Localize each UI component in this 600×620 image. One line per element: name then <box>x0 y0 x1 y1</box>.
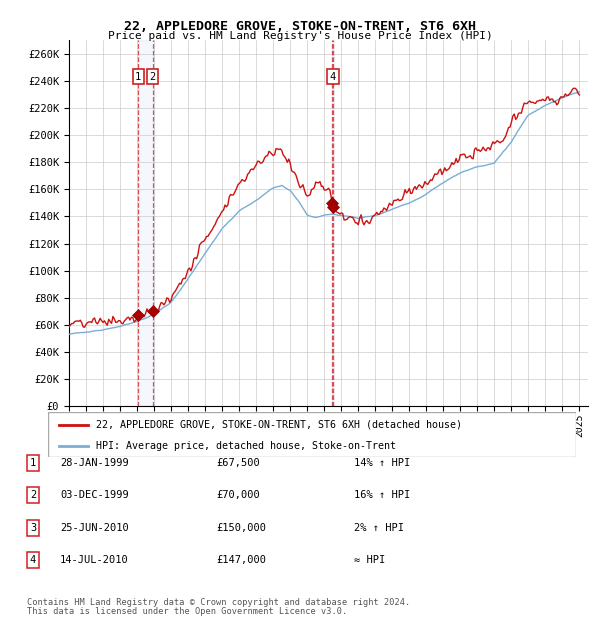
Text: £70,000: £70,000 <box>216 490 260 500</box>
Text: 4: 4 <box>30 555 36 565</box>
Text: HPI: Average price, detached house, Stoke-on-Trent: HPI: Average price, detached house, Stok… <box>95 441 395 451</box>
Text: 22, APPLEDORE GROVE, STOKE-ON-TRENT, ST6 6XH: 22, APPLEDORE GROVE, STOKE-ON-TRENT, ST6… <box>124 20 476 33</box>
Text: £147,000: £147,000 <box>216 555 266 565</box>
Text: 2% ↑ HPI: 2% ↑ HPI <box>354 523 404 533</box>
Bar <box>138 40 154 406</box>
FancyBboxPatch shape <box>48 412 576 457</box>
Text: ≈ HPI: ≈ HPI <box>354 555 385 565</box>
Text: 14% ↑ HPI: 14% ↑ HPI <box>354 458 410 468</box>
Text: 16% ↑ HPI: 16% ↑ HPI <box>354 490 410 500</box>
Text: 1: 1 <box>30 458 36 468</box>
Text: 14-JUL-2010: 14-JUL-2010 <box>60 555 129 565</box>
Text: 22, APPLEDORE GROVE, STOKE-ON-TRENT, ST6 6XH (detached house): 22, APPLEDORE GROVE, STOKE-ON-TRENT, ST6… <box>95 420 461 430</box>
Text: 2: 2 <box>30 490 36 500</box>
Text: 03-DEC-1999: 03-DEC-1999 <box>60 490 129 500</box>
Bar <box>332 40 334 406</box>
Text: 1: 1 <box>135 72 142 82</box>
Text: This data is licensed under the Open Government Licence v3.0.: This data is licensed under the Open Gov… <box>27 606 347 616</box>
Text: 25-JUN-2010: 25-JUN-2010 <box>60 523 129 533</box>
Text: Price paid vs. HM Land Registry's House Price Index (HPI): Price paid vs. HM Land Registry's House … <box>107 31 493 41</box>
Text: Contains HM Land Registry data © Crown copyright and database right 2024.: Contains HM Land Registry data © Crown c… <box>27 598 410 607</box>
Text: 28-JAN-1999: 28-JAN-1999 <box>60 458 129 468</box>
Text: £150,000: £150,000 <box>216 523 266 533</box>
Text: 4: 4 <box>330 72 336 82</box>
Text: 2: 2 <box>149 72 156 82</box>
Text: 3: 3 <box>30 523 36 533</box>
Text: £67,500: £67,500 <box>216 458 260 468</box>
